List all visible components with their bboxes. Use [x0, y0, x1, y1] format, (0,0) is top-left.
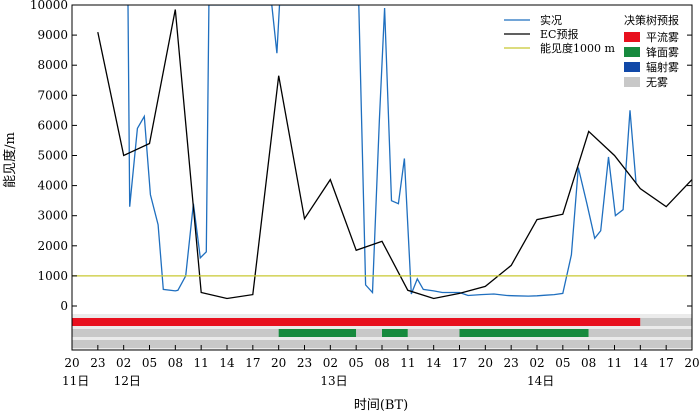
x-tick-label: 02	[116, 356, 131, 370]
y-axis-label: 能见度/m	[2, 132, 18, 188]
y-tick-label: 4000	[37, 179, 68, 193]
x-tick-label: 02	[529, 356, 544, 370]
x-tick-label: 05	[555, 356, 570, 370]
legend-swatch-3	[624, 77, 640, 87]
fog-bar-row1-seg6	[588, 329, 692, 337]
x-tick-label: 20	[684, 356, 699, 370]
fog-bar-row2-seg0	[72, 340, 692, 348]
legend-category-label: 平流雾	[646, 30, 679, 44]
y-tick-label: 6000	[37, 118, 68, 132]
legend-title: 决策树预报	[624, 13, 679, 27]
fog-type-bars	[72, 314, 692, 350]
fog-bar-row1-seg3	[382, 329, 408, 337]
fog-bar-row0-seg1	[640, 318, 692, 326]
x-tick-label: 23	[297, 356, 312, 370]
legend-category-label: 辐射雾	[646, 60, 679, 74]
fog-bar-row1-seg4	[407, 329, 460, 337]
legend-label: EC预报	[540, 27, 578, 41]
date-label: 12日	[114, 374, 141, 388]
series-line-0	[127, 5, 637, 297]
x-tick-label: 05	[142, 356, 157, 370]
legend-swatch-0	[624, 32, 640, 42]
x-tick-label: 14	[219, 356, 235, 370]
plot-area	[72, 5, 692, 300]
x-tick-label: 08	[374, 356, 389, 370]
x-tick-label: 17	[245, 356, 260, 370]
y-tick-label: 8000	[37, 58, 68, 72]
axes: 0 1000 2000 3000 4000 5000 6000 7000 8000 9000 100…	[30, 0, 700, 388]
y-tick-label: 2000	[37, 239, 68, 253]
x-tick-label: 20	[64, 356, 79, 370]
fog-bar-row0-seg0	[72, 318, 641, 326]
x-tick-label: 14	[426, 356, 442, 370]
x-tick-label: 20	[271, 356, 286, 370]
x-tick-label: 17	[659, 356, 674, 370]
legend-swatch-1	[624, 47, 640, 57]
fog-bar-row1-seg1	[278, 329, 357, 337]
fog-bar-row1-seg5	[459, 329, 589, 337]
date-label: 11日	[62, 374, 89, 388]
y-tick-label: 10000	[30, 0, 68, 12]
x-tick-label: 11	[607, 356, 622, 370]
x-tick-label: 05	[349, 356, 364, 370]
y-tick-label: 9000	[37, 28, 68, 42]
x-tick-label: 11	[400, 356, 415, 370]
legend-label: 能见度1000 m	[540, 41, 615, 55]
date-label: 13日	[320, 374, 347, 388]
x-tick-label: 23	[504, 356, 519, 370]
legend-category-label: 锋面雾	[646, 46, 679, 59]
x-tick-label: 02	[323, 356, 338, 370]
x-tick-label: 17	[452, 356, 467, 370]
x-tick-label: 11	[194, 356, 209, 370]
fog-bar-row1-seg2	[356, 329, 382, 337]
legend-label: 实况	[540, 13, 562, 27]
legend-category-label: 无雾	[646, 76, 668, 89]
y-tick-label: 5000	[37, 149, 68, 163]
legend-swatch-2	[624, 62, 640, 72]
series-line-1	[97, 9, 692, 300]
series-group	[72, 5, 692, 300]
fog-bar-row1-seg0	[72, 329, 279, 337]
x-tick-label: 08	[168, 356, 183, 370]
y-tick-label: 7000	[37, 88, 68, 102]
y-tick-label: 1000	[37, 269, 68, 283]
date-label: 14日	[527, 374, 554, 388]
x-tick-label: 08	[581, 356, 596, 370]
x-tick-label: 20	[478, 356, 493, 370]
x-tick-label: 14	[633, 356, 649, 370]
x-tick-label: 23	[90, 356, 105, 370]
y-tick-label: 3000	[37, 209, 68, 223]
x-axis-label: 时间(BT)	[354, 398, 408, 413]
y-tick-label: 0	[60, 299, 68, 313]
